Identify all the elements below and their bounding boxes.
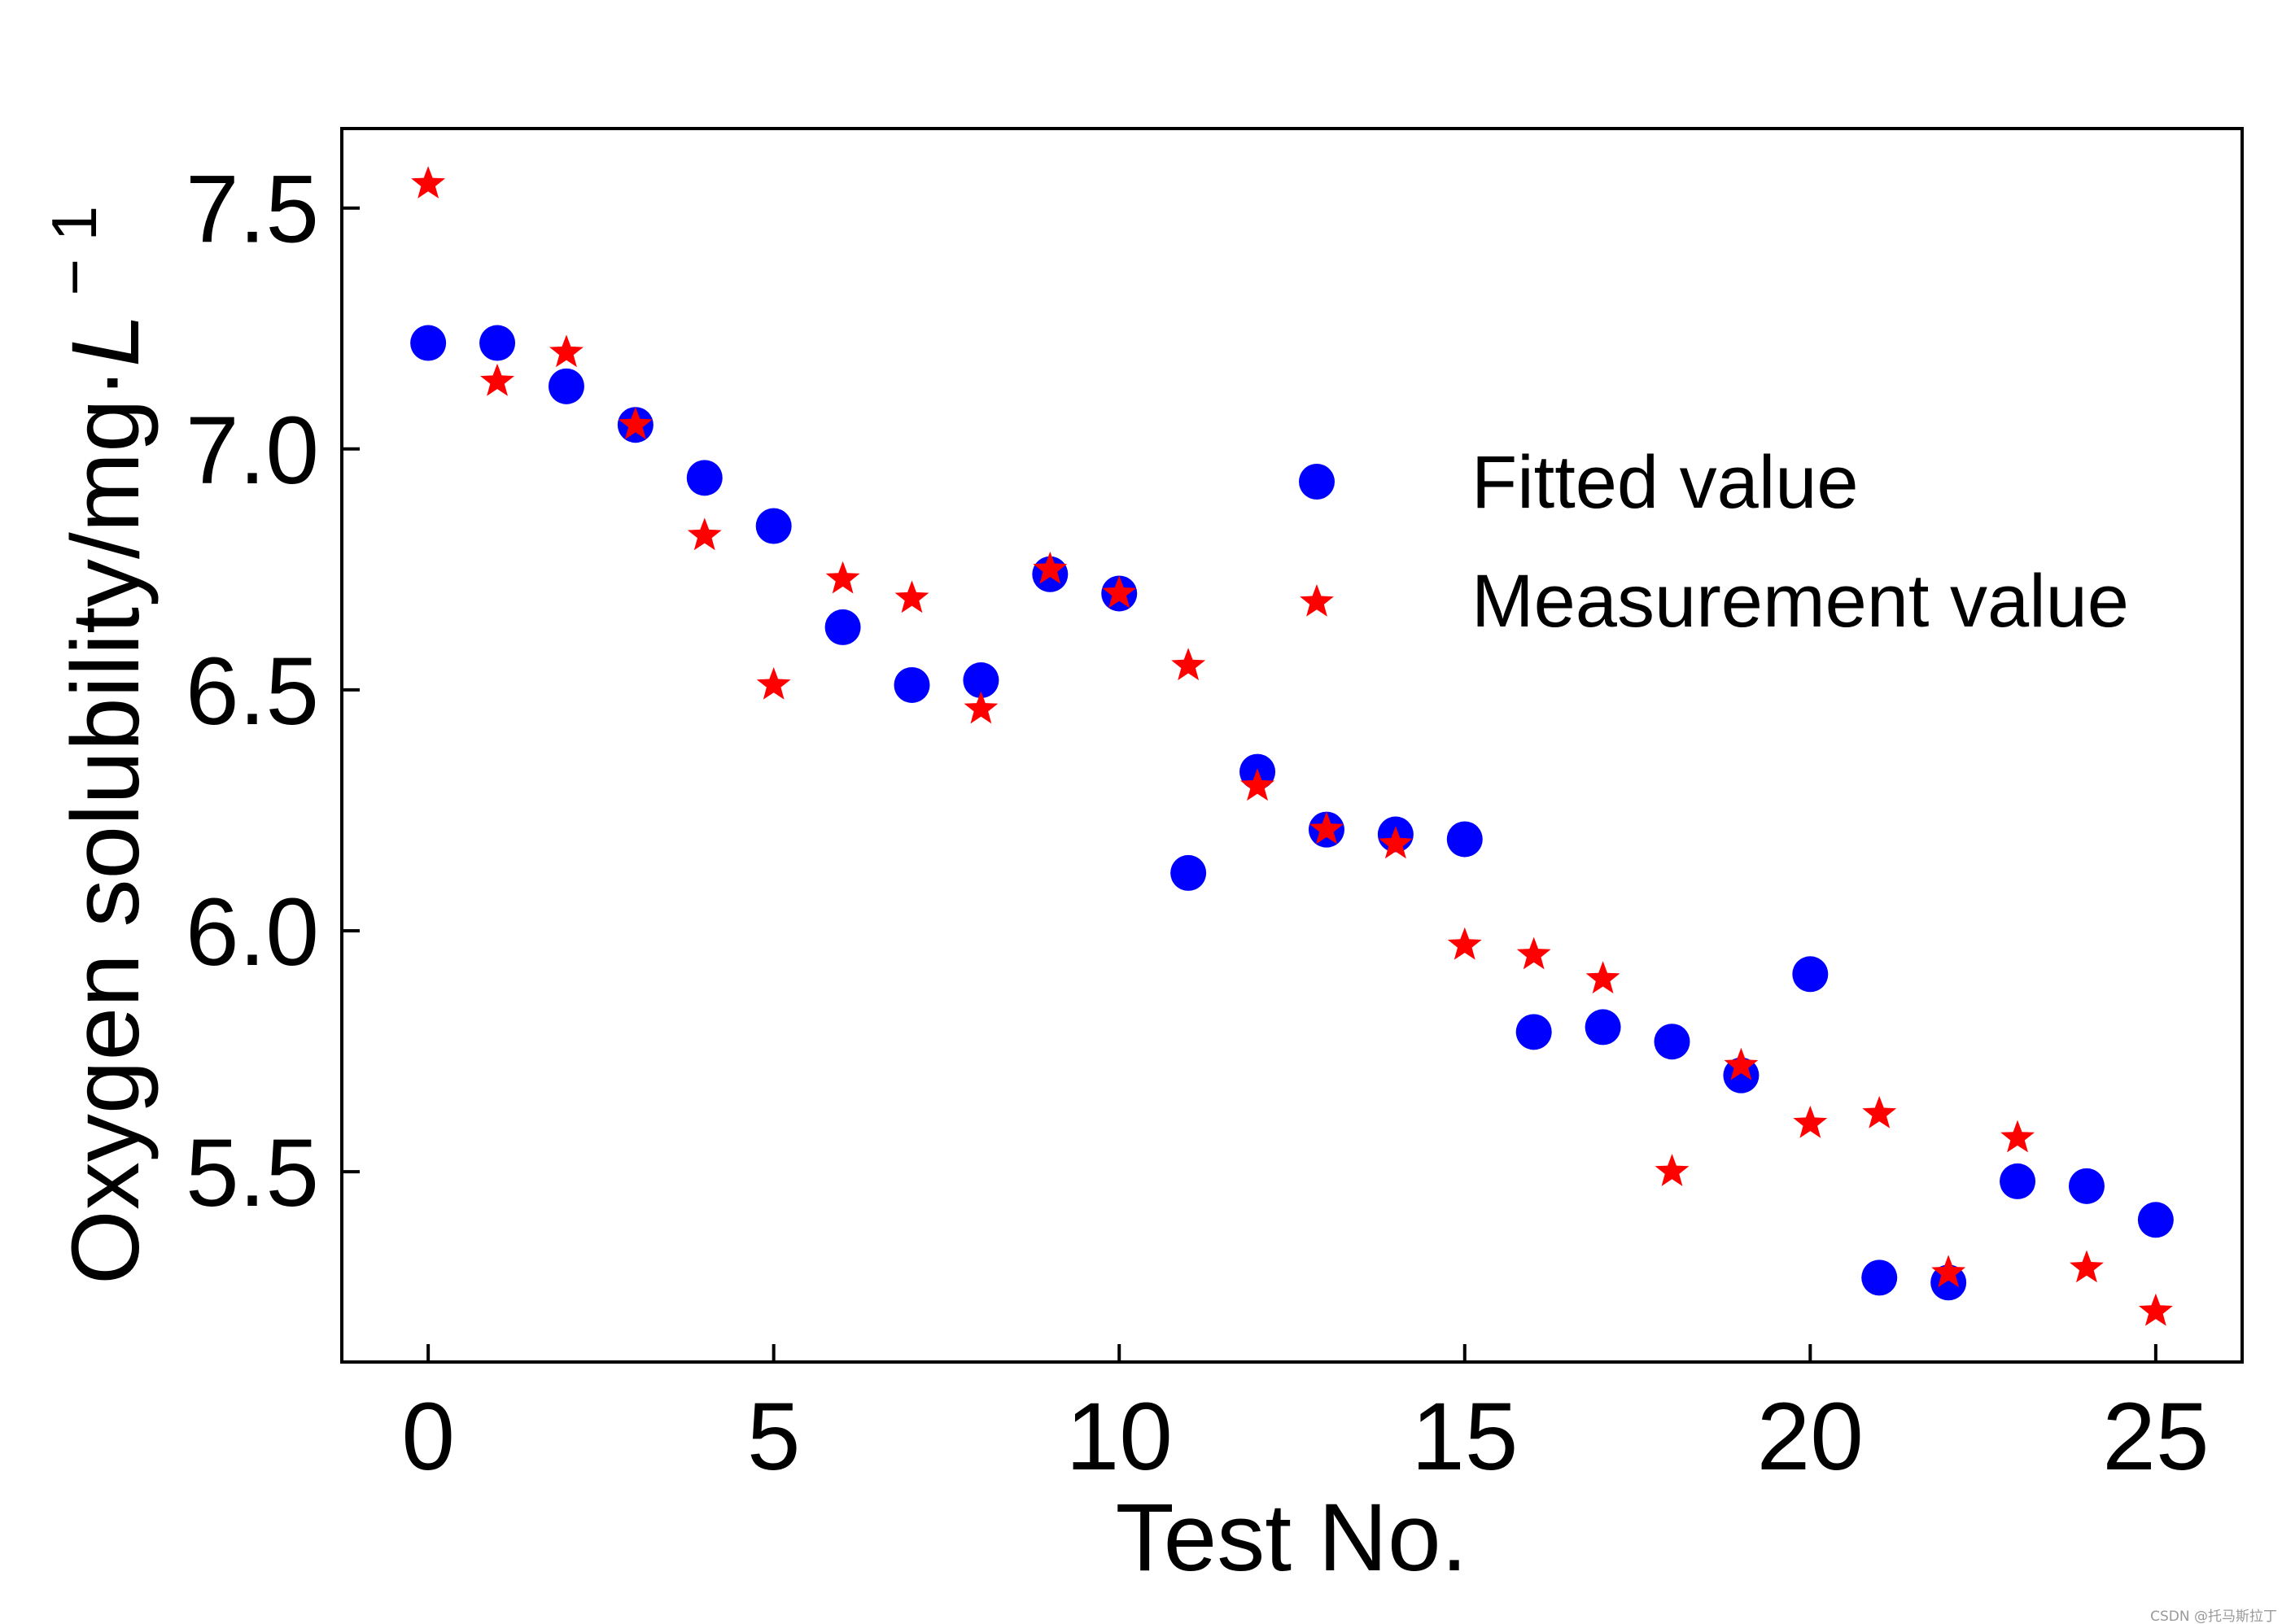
measurement-value-point [1240, 768, 1274, 801]
fitted-value-point [686, 460, 723, 496]
fitted-value-point [1792, 956, 1829, 993]
measurement-value-point [1585, 961, 1620, 993]
legend: Fitted value Measurement value [1299, 441, 2129, 643]
fitted-value-point [894, 666, 930, 703]
measurement-value-point [549, 334, 584, 368]
fitted-value-point [548, 368, 584, 404]
fitted-value-point [2068, 1168, 2105, 1204]
fitted-value-point [1515, 1014, 1552, 1050]
fitted-value-point [2000, 1163, 2036, 1199]
measurement-value-point [1655, 1154, 1690, 1186]
fitted-value-point [1654, 1024, 1690, 1060]
measurement-value-point [1793, 1105, 1828, 1138]
fitted-value-point [824, 609, 861, 645]
fitted-value-point [2137, 1202, 2174, 1238]
x-tick-label: 15 [1411, 1383, 1518, 1491]
plot-frame [340, 127, 2244, 1364]
y-tick-label: 7.0 [186, 397, 319, 504]
measurement-value-point [1862, 1096, 1897, 1129]
fitted-value-point [1446, 821, 1483, 858]
measurement-value-point [756, 667, 791, 700]
fitted-value-point [1170, 854, 1207, 891]
y-axis-label: Oxygen solubility/mg·L − 1 [38, 206, 160, 1285]
fitted-value-point [1585, 1009, 1621, 1046]
y-tick-label: 7.5 [186, 156, 319, 264]
legend-measurement-marker [1300, 584, 1334, 617]
legend-measurement-label: Measurement value [1471, 560, 2129, 643]
measurement-value-point [1724, 1047, 1759, 1080]
legend-fitted-label: Fitted value [1471, 441, 1859, 524]
legend-fitted-marker [1299, 464, 1335, 500]
measurement-value-point [1309, 811, 1344, 845]
measurement-value-point [1931, 1255, 1966, 1288]
y-tick-label: 5.5 [186, 1120, 319, 1227]
y-tick-label: 6.0 [186, 879, 319, 986]
fitted-value-point [410, 325, 447, 361]
watermark: CSDN @托马斯拉丁 [2150, 1609, 2277, 1624]
measurement-value-point [1102, 575, 1137, 609]
measurement-value-point [618, 407, 653, 439]
x-tick-label: 0 [401, 1383, 455, 1491]
x-axis-label: Test No. [1116, 1484, 1468, 1591]
measurement-value-point [825, 561, 860, 594]
measurement-value-point [2138, 1293, 2173, 1326]
measurement-value-point [411, 166, 446, 199]
x-tick-label: 25 [2102, 1383, 2209, 1491]
fitted-value-point [479, 325, 516, 361]
measurement-value-point [894, 580, 929, 613]
measurement-value-point [1033, 551, 1068, 584]
measurement-value-point [964, 691, 999, 724]
measurement-value-point [1447, 927, 1482, 960]
measurement-value-point [2070, 1250, 2104, 1283]
measurement-value-point [2000, 1120, 2035, 1153]
x-tick-label: 5 [747, 1383, 801, 1491]
axis-ticks: 0 5 10 15 20 25 5.5 6.0 6.5 7.0 7.5 [186, 156, 2210, 1491]
measurement-value-point [687, 517, 722, 551]
measurement-value-point [1516, 936, 1551, 970]
measurement-value-point [1378, 826, 1413, 859]
fitted-value-point [755, 508, 792, 544]
fitted-value-point [1861, 1259, 1898, 1296]
measurement-value-point [480, 363, 514, 396]
fitted-value-point [963, 662, 999, 699]
x-tick-label: 20 [1757, 1383, 1864, 1491]
x-tick-label: 10 [1066, 1383, 1173, 1491]
measurement-value-point [1171, 648, 1206, 681]
y-tick-label: 6.5 [186, 638, 319, 745]
data-points [410, 166, 2174, 1326]
